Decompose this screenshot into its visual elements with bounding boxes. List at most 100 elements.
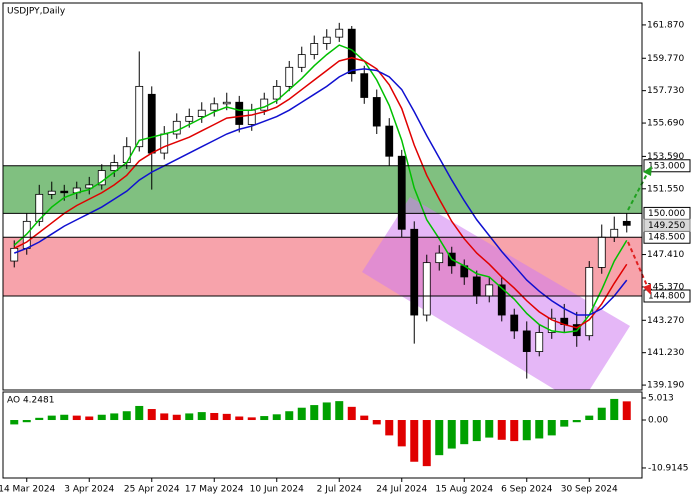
ao-bar bbox=[310, 405, 319, 421]
last-price-label: 149.250 bbox=[648, 221, 685, 231]
ao-bar bbox=[122, 411, 131, 421]
ao-bar bbox=[272, 414, 281, 421]
y-tick-label: 0.00 bbox=[648, 416, 668, 426]
ao-bar bbox=[347, 406, 356, 421]
ao-bar bbox=[47, 415, 56, 421]
candle-body bbox=[222, 101, 231, 105]
candle-body bbox=[35, 193, 44, 222]
y-tick-label: 143.270 bbox=[647, 316, 684, 326]
axes: 161.870 159.770 157.730 155.690 153.590 151.5… bbox=[0, 20, 691, 495]
ao-bar bbox=[560, 420, 569, 427]
ao-bar bbox=[322, 402, 331, 421]
y-tick-label: 5.013 bbox=[648, 393, 674, 403]
ao-bar bbox=[247, 417, 256, 421]
ao-bar bbox=[460, 420, 469, 445]
ao-bar bbox=[60, 414, 69, 421]
ao-bar bbox=[285, 411, 294, 421]
y-tick-label: 153.590 bbox=[647, 152, 684, 162]
candle-body bbox=[60, 190, 69, 194]
y-tick-label: 161.870 bbox=[647, 20, 684, 30]
ao-bar bbox=[10, 420, 19, 425]
level-label: 144.800 bbox=[648, 291, 685, 301]
ao-plot bbox=[10, 398, 631, 467]
candle-body bbox=[435, 252, 444, 264]
ao-bar bbox=[610, 398, 619, 421]
y-tick-label: 139.190 bbox=[647, 381, 684, 391]
candle-body bbox=[535, 332, 544, 352]
ao-bar bbox=[110, 413, 119, 421]
y-tick-label: 147.410 bbox=[647, 250, 684, 260]
candle-body bbox=[135, 85, 144, 148]
y-tick-label: 151.550 bbox=[647, 184, 684, 194]
candle-body bbox=[547, 317, 556, 333]
candle-body bbox=[160, 133, 169, 154]
ao-bar bbox=[435, 420, 444, 456]
candle-body bbox=[210, 103, 219, 111]
candle-body bbox=[122, 146, 131, 163]
ao-bar bbox=[535, 420, 544, 439]
candle-body bbox=[185, 116, 194, 122]
moving-average bbox=[13, 44, 628, 334]
ao-bar bbox=[297, 407, 306, 421]
candle-body bbox=[85, 184, 94, 189]
candle-body bbox=[47, 190, 56, 195]
level-label: 148.500 bbox=[648, 233, 685, 243]
candle-body bbox=[610, 228, 619, 238]
candle-body bbox=[397, 155, 406, 230]
ao-bar bbox=[172, 414, 181, 421]
candle-body bbox=[410, 228, 419, 316]
ao-title: AO 4.2481 bbox=[7, 396, 54, 406]
ao-bar bbox=[210, 412, 219, 421]
trend-channel bbox=[362, 197, 630, 390]
candle-body bbox=[197, 109, 206, 117]
ao-bar bbox=[485, 420, 494, 438]
ao-bar bbox=[572, 420, 581, 423]
candle-body bbox=[110, 162, 119, 171]
x-tick-label: 15 Aug 2024 bbox=[435, 485, 493, 495]
candle-body bbox=[97, 170, 106, 186]
candle-body bbox=[285, 66, 294, 87]
moving-average bbox=[13, 68, 628, 316]
candle-body bbox=[347, 28, 356, 75]
ao-bar bbox=[585, 415, 594, 421]
ao-bar bbox=[235, 416, 244, 421]
x-tick-label: 17 May 2024 bbox=[185, 485, 244, 495]
candle-body bbox=[472, 276, 481, 297]
candle-body bbox=[522, 330, 531, 352]
candle-body bbox=[335, 28, 344, 38]
ao-bar bbox=[222, 413, 231, 421]
ao-frame bbox=[2, 391, 643, 479]
ao-bar bbox=[97, 414, 106, 421]
y-tick-label: 141.230 bbox=[647, 348, 684, 358]
last-price-box bbox=[643, 218, 691, 232]
y-tick-label: -10.9145 bbox=[648, 463, 688, 473]
y-tick-label: 159.770 bbox=[647, 54, 684, 64]
candle-body bbox=[247, 109, 256, 125]
level-label-box bbox=[643, 289, 691, 303]
ao-bar bbox=[547, 420, 556, 436]
ao-bar bbox=[260, 416, 269, 421]
ao-bar bbox=[472, 420, 481, 442]
down-arrow bbox=[627, 241, 649, 289]
x-tick-label: 24 Jul 2024 bbox=[376, 485, 427, 495]
candle-body bbox=[497, 284, 506, 316]
zone bbox=[3, 165, 642, 214]
candle-body bbox=[310, 43, 319, 56]
ao-bar bbox=[497, 420, 506, 440]
price-frame bbox=[2, 2, 643, 391]
candle-body bbox=[172, 120, 181, 135]
candle-body bbox=[10, 247, 19, 262]
moving-average bbox=[13, 57, 628, 329]
chart-title: USDJPY,Daily bbox=[7, 7, 66, 17]
ao-bar bbox=[335, 401, 344, 421]
ao-bar bbox=[410, 420, 419, 462]
candle-body bbox=[235, 101, 244, 125]
up-arrow bbox=[627, 171, 649, 211]
ao-bar bbox=[360, 415, 369, 421]
ao-bar bbox=[522, 420, 531, 441]
candle-body bbox=[260, 98, 269, 111]
candle-body bbox=[485, 284, 494, 297]
x-tick-label: 30 Sep 2024 bbox=[561, 485, 618, 495]
